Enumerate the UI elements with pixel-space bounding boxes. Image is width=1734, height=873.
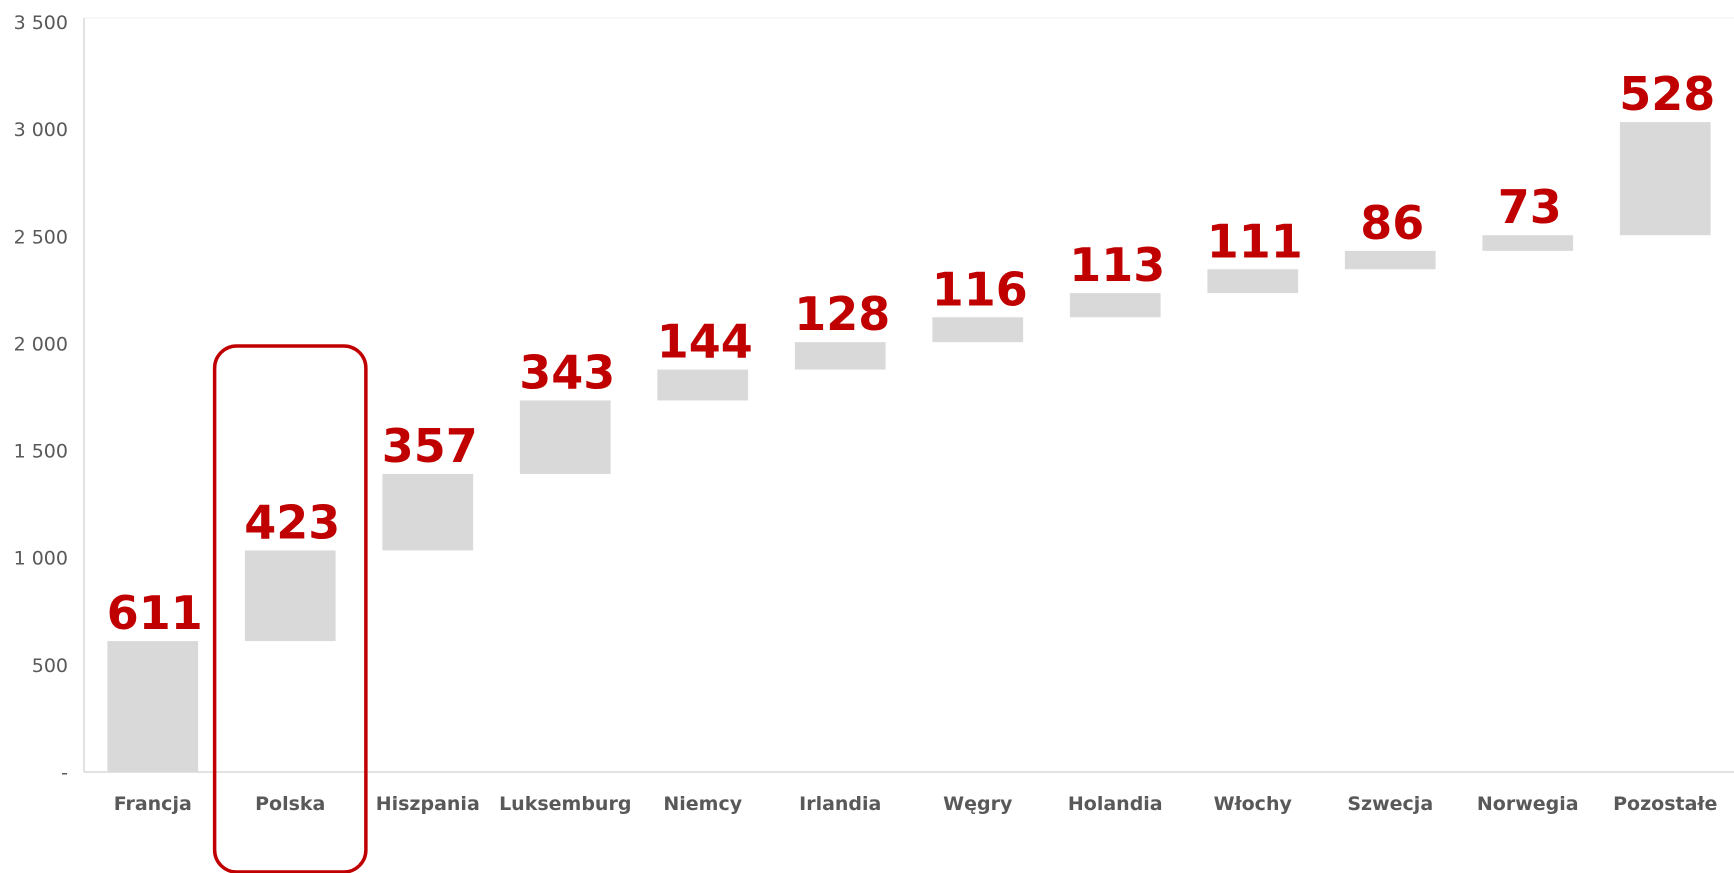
x-tick-label: Włochy [1214,793,1293,815]
data-label: 116 [932,262,1028,316]
bar [382,473,474,551]
y-tick-label: 3 000 [14,119,68,141]
data-label: 357 [382,419,478,473]
y-tick-label: - [61,762,68,784]
bar [1069,293,1161,318]
bar [519,400,611,474]
x-tick-label: Szwecja [1347,793,1433,815]
x-tick-label: Niemcy [663,793,742,815]
highlight-box [212,344,368,873]
data-label: 113 [1069,238,1165,292]
y-axis: - 500 1 000 1 500 2 000 2 500 3 000 3 500 [14,12,1734,784]
bar [1482,235,1574,251]
x-tick-label: Polska [255,793,325,815]
data-label: 86 [1360,196,1424,250]
data-label: 73 [1498,180,1562,234]
y-tick-label: 2 500 [14,226,68,248]
x-tick-label: Pozostałe [1613,793,1717,815]
x-tick-label: Luksemburg [499,793,631,815]
x-tick-label: Norwegia [1477,793,1579,815]
bar [932,317,1024,343]
data-label: 423 [244,495,340,549]
bar [244,550,336,642]
x-tick-label: Węgry [943,793,1013,815]
data-label: 528 [1619,67,1715,121]
y-tick-label: 2 000 [14,333,68,355]
bar [657,369,749,401]
x-tick-label: Holandia [1068,793,1163,815]
bar [794,342,886,370]
y-tick-label: 1 500 [14,441,68,463]
y-tick-label: 3 500 [14,12,68,34]
highlight [212,344,368,873]
y-tick-label: 500 [32,655,68,677]
data-label: 611 [107,586,203,640]
y-tick-label: 1 000 [14,548,68,570]
x-axis: Francja Polska Hiszpania Luksemburg Niemcy Ir… [84,771,1734,815]
bar [107,641,199,772]
x-tick-label: Francja [114,793,192,815]
data-label: 144 [657,315,753,369]
data-labels: 611 423 357 343 144 128 116 113 111 86 73 528 [107,67,1716,640]
data-label: 128 [794,287,890,341]
x-tick-label: Hiszpania [376,793,480,815]
data-label: 343 [519,345,615,399]
bar [1344,250,1436,270]
data-label: 111 [1207,214,1303,268]
bar [1619,122,1711,236]
bars [107,122,1711,772]
x-tick-label: Irlandia [799,793,881,815]
bar [1207,269,1299,294]
